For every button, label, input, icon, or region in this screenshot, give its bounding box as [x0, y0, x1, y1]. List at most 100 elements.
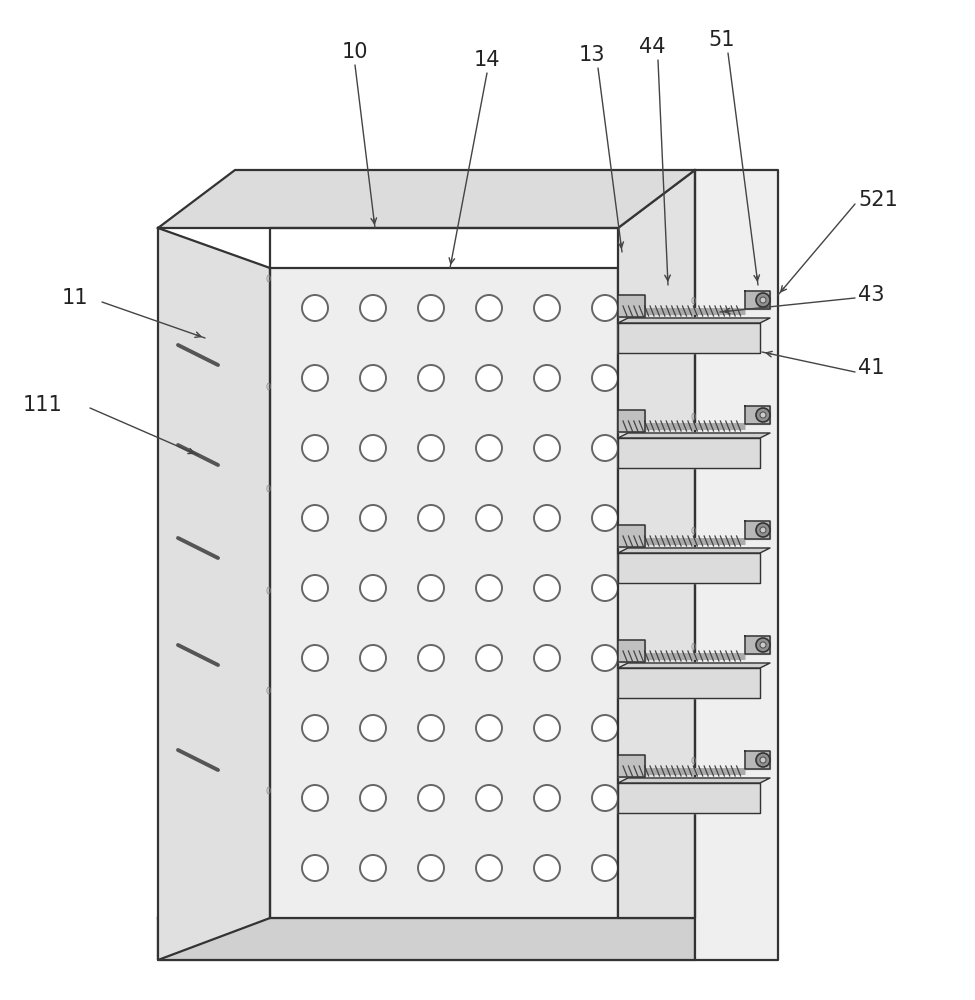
Circle shape — [592, 295, 618, 321]
Polygon shape — [618, 778, 770, 783]
Circle shape — [302, 295, 328, 321]
Circle shape — [756, 523, 770, 537]
Circle shape — [534, 365, 560, 391]
Text: 43: 43 — [858, 285, 884, 305]
Polygon shape — [618, 553, 760, 583]
Circle shape — [302, 575, 328, 601]
Polygon shape — [618, 525, 645, 547]
Text: 0: 0 — [690, 298, 695, 306]
Polygon shape — [618, 668, 760, 698]
Circle shape — [760, 527, 766, 533]
Circle shape — [360, 785, 386, 811]
Circle shape — [360, 365, 386, 391]
Circle shape — [760, 757, 766, 763]
Circle shape — [756, 293, 770, 307]
Circle shape — [360, 435, 386, 461]
Circle shape — [476, 365, 502, 391]
Circle shape — [592, 435, 618, 461]
Circle shape — [756, 753, 770, 767]
Text: 0: 0 — [265, 486, 271, 494]
Circle shape — [418, 575, 444, 601]
Circle shape — [592, 645, 618, 671]
Text: 0: 0 — [690, 528, 695, 536]
Circle shape — [302, 715, 328, 741]
Polygon shape — [158, 170, 695, 228]
Polygon shape — [618, 548, 770, 553]
Text: 0: 0 — [690, 643, 695, 652]
Circle shape — [592, 505, 618, 531]
Circle shape — [360, 505, 386, 531]
Circle shape — [756, 638, 770, 652]
Circle shape — [534, 505, 560, 531]
Text: 14: 14 — [474, 50, 500, 70]
Polygon shape — [618, 295, 645, 317]
Polygon shape — [158, 918, 695, 960]
Circle shape — [592, 365, 618, 391]
Text: 111: 111 — [22, 395, 62, 415]
Circle shape — [302, 645, 328, 671]
Circle shape — [592, 575, 618, 601]
Text: 11: 11 — [61, 288, 88, 308]
Circle shape — [476, 435, 502, 461]
Polygon shape — [695, 170, 778, 960]
Text: 41: 41 — [858, 358, 884, 378]
Polygon shape — [618, 640, 645, 662]
Circle shape — [418, 855, 444, 881]
Polygon shape — [618, 410, 645, 432]
Text: 0: 0 — [265, 688, 271, 696]
Circle shape — [418, 645, 444, 671]
Circle shape — [760, 297, 766, 303]
Circle shape — [534, 575, 560, 601]
Circle shape — [592, 855, 618, 881]
Circle shape — [418, 435, 444, 461]
Circle shape — [760, 642, 766, 648]
Polygon shape — [618, 323, 760, 353]
Polygon shape — [745, 751, 770, 769]
Circle shape — [302, 365, 328, 391]
Circle shape — [756, 408, 770, 422]
Circle shape — [476, 575, 502, 601]
Circle shape — [360, 715, 386, 741]
Polygon shape — [745, 521, 770, 539]
Circle shape — [476, 785, 502, 811]
Circle shape — [760, 412, 766, 418]
Polygon shape — [158, 228, 270, 960]
Polygon shape — [618, 438, 760, 468]
Text: 0: 0 — [265, 275, 271, 284]
Circle shape — [476, 295, 502, 321]
Circle shape — [476, 715, 502, 741]
Polygon shape — [745, 291, 770, 309]
Circle shape — [418, 365, 444, 391]
Circle shape — [534, 715, 560, 741]
Text: 10: 10 — [342, 42, 369, 62]
Circle shape — [418, 295, 444, 321]
Polygon shape — [618, 663, 770, 668]
Circle shape — [418, 505, 444, 531]
Text: 0: 0 — [690, 412, 695, 422]
Text: 0: 0 — [265, 788, 271, 796]
Circle shape — [592, 785, 618, 811]
Circle shape — [476, 505, 502, 531]
Circle shape — [534, 435, 560, 461]
Polygon shape — [618, 433, 770, 438]
Text: 0: 0 — [265, 587, 271, 596]
Circle shape — [302, 505, 328, 531]
Text: 44: 44 — [639, 37, 665, 57]
Circle shape — [418, 715, 444, 741]
Circle shape — [302, 435, 328, 461]
Circle shape — [534, 295, 560, 321]
Text: 0: 0 — [265, 383, 271, 392]
Circle shape — [476, 855, 502, 881]
Circle shape — [534, 645, 560, 671]
Circle shape — [360, 295, 386, 321]
Circle shape — [418, 785, 444, 811]
Polygon shape — [618, 755, 645, 777]
Text: 0: 0 — [690, 758, 695, 766]
Polygon shape — [618, 783, 760, 813]
Circle shape — [302, 855, 328, 881]
Polygon shape — [745, 636, 770, 654]
Circle shape — [534, 855, 560, 881]
Polygon shape — [618, 170, 695, 918]
Text: 51: 51 — [709, 30, 735, 50]
Circle shape — [360, 575, 386, 601]
